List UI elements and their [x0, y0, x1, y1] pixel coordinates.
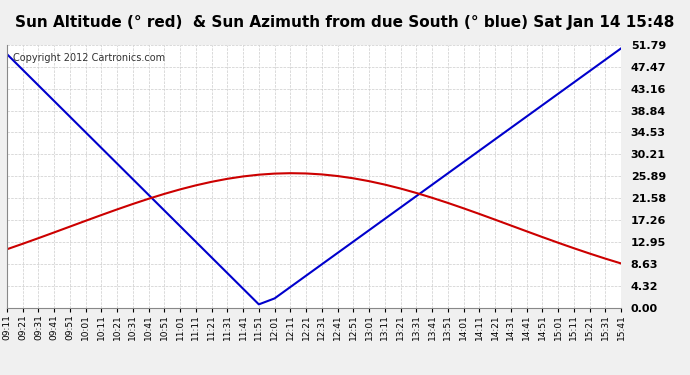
- Text: Copyright 2012 Cartronics.com: Copyright 2012 Cartronics.com: [13, 53, 165, 63]
- Text: Sun Altitude (° red)  & Sun Azimuth from due South (° blue) Sat Jan 14 15:48: Sun Altitude (° red) & Sun Azimuth from …: [15, 15, 675, 30]
